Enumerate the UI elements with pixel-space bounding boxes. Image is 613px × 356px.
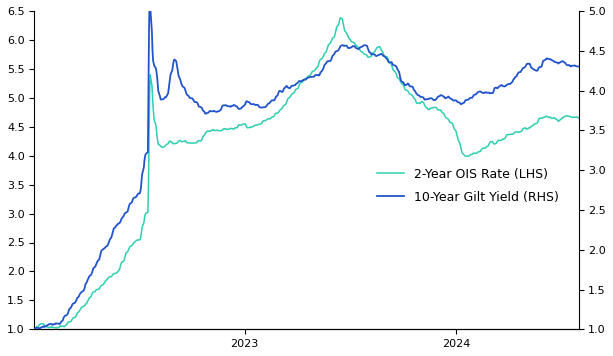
Line: 10-Year Gilt Yield (RHS): 10-Year Gilt Yield (RHS) [34, 0, 579, 329]
Line: 2-Year OIS Rate (LHS): 2-Year OIS Rate (LHS) [34, 18, 579, 329]
Legend: 2-Year OIS Rate (LHS), 10-Year Gilt Yield (RHS): 2-Year OIS Rate (LHS), 10-Year Gilt Yiel… [372, 163, 564, 209]
